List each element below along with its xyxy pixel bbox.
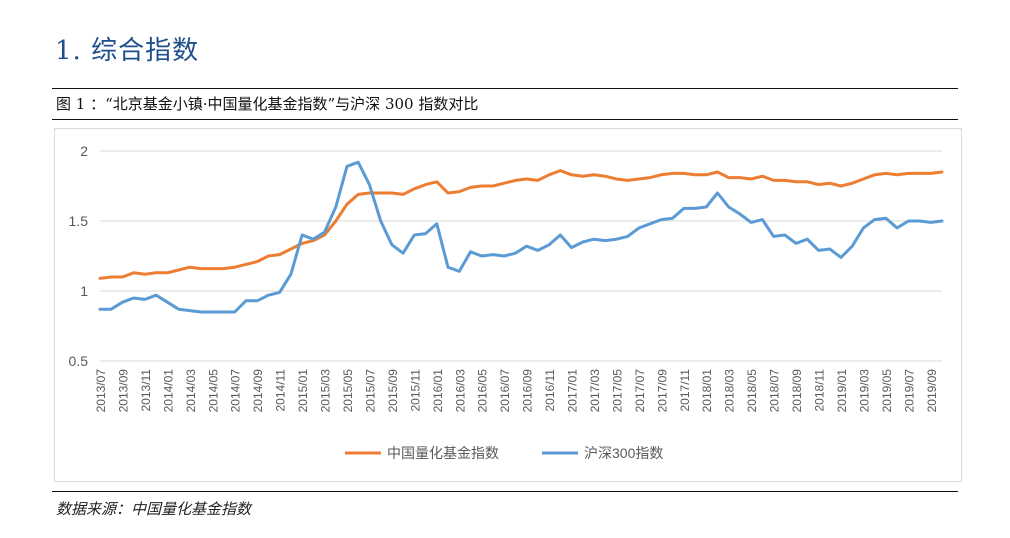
x-tick-label: 2017/11 — [678, 369, 692, 412]
x-tick-label: 2019/05 — [880, 369, 894, 413]
x-tick-label: 2019/09 — [925, 369, 939, 413]
x-tick-label: 2017/01 — [566, 369, 580, 413]
x-tick-label: 2013/09 — [116, 369, 130, 413]
y-tick-label: 0.5 — [69, 353, 89, 369]
x-tick-label: 2015/05 — [341, 369, 355, 413]
y-tick-label: 1.5 — [69, 213, 89, 229]
title-divider — [52, 88, 958, 89]
x-tick-label: 2014/09 — [251, 369, 265, 413]
x-tick-label: 2018/07 — [768, 369, 782, 413]
legend-label: 沪深300指数 — [584, 445, 663, 461]
line-chart: 0.511.52 2013/07 2013/09 2013/11 2014/01 201… — [69, 143, 944, 461]
series-lines — [98, 160, 944, 314]
x-tick-label: 2013/07 — [94, 369, 108, 413]
source-note: 数据来源：中国量化基金指数 — [56, 500, 252, 518]
x-tick-label: 2017/03 — [588, 369, 602, 413]
x-tick-label: 2015/11 — [408, 369, 422, 412]
x-tick-label: 2014/03 — [184, 369, 198, 413]
x-tick-label: 2016/09 — [521, 369, 535, 413]
x-tick-label: 2016/05 — [476, 369, 490, 413]
x-tick-label: 2018/09 — [790, 369, 804, 413]
series-line-hs300 — [98, 160, 944, 314]
x-axis-ticks: 2013/07 2013/09 2013/11 2014/01 2014/03 2014/… — [94, 369, 939, 413]
y-tick-label: 2 — [80, 143, 88, 159]
figure-caption: 图 1 ：“北京基金小镇·中国量化基金指数”与沪深 300 指数对比 — [56, 95, 479, 113]
x-tick-label: 2016/11 — [543, 369, 557, 412]
series-line-quant-index — [98, 169, 944, 280]
x-tick-label: 2017/05 — [610, 369, 624, 413]
bottom-divider — [52, 491, 958, 492]
x-tick-label: 2019/07 — [902, 369, 916, 413]
x-tick-label: 2016/01 — [431, 369, 445, 413]
y-tick-label: 1 — [80, 283, 88, 299]
section-title: 1. 综合指数 — [55, 36, 200, 66]
x-tick-label: 2018/03 — [723, 369, 737, 413]
x-tick-label: 2016/03 — [453, 369, 467, 413]
y-axis-ticks: 0.5 1 1.5 2 — [69, 143, 89, 369]
x-tick-label: 2014/11 — [274, 369, 288, 412]
x-tick-label: 2016/07 — [498, 369, 512, 413]
x-tick-label: 2019/03 — [857, 369, 871, 413]
x-tick-label: 2013/11 — [139, 369, 153, 412]
x-tick-label: 2015/07 — [363, 369, 377, 413]
x-tick-label: 2018/11 — [813, 369, 827, 412]
x-tick-label: 2014/01 — [161, 369, 175, 413]
x-tick-label: 2017/09 — [655, 369, 669, 413]
legend-label: 中国量化基金指数 — [387, 445, 499, 461]
x-tick-label: 2014/07 — [229, 369, 243, 413]
gridlines — [100, 150, 942, 362]
x-tick-label: 2014/05 — [206, 369, 220, 413]
x-tick-label: 2015/09 — [386, 369, 400, 413]
caption-divider — [52, 119, 958, 120]
x-tick-label: 2019/01 — [835, 369, 849, 413]
x-tick-label: 2015/03 — [319, 369, 333, 413]
x-tick-label: 2018/01 — [700, 369, 714, 413]
x-tick-label: 2018/05 — [745, 369, 759, 413]
x-tick-label: 2017/07 — [633, 369, 647, 413]
x-tick-label: 2015/01 — [296, 369, 310, 413]
legend: 中国量化基金指数 沪深300指数 — [345, 445, 663, 461]
chart-frame: 0.5 1 1.5 2 2013/07 2013/09 2013/11 2014/01 201… — [54, 128, 962, 482]
